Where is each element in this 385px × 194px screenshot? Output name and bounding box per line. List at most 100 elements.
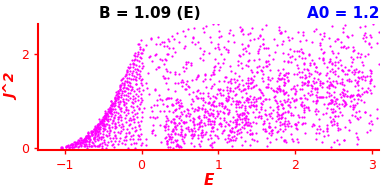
Point xyxy=(164,104,171,107)
Point xyxy=(123,73,129,76)
Point xyxy=(239,113,246,117)
Point xyxy=(137,93,144,96)
Point xyxy=(362,89,368,92)
Point xyxy=(112,114,118,117)
Point xyxy=(98,137,104,140)
Point xyxy=(169,129,175,132)
Point xyxy=(191,122,197,126)
Point xyxy=(104,111,110,114)
Point xyxy=(98,122,104,125)
Point xyxy=(221,58,228,61)
Point xyxy=(291,73,297,76)
Point xyxy=(127,116,134,119)
Point xyxy=(221,46,228,49)
Point xyxy=(146,55,152,58)
Point xyxy=(281,91,288,94)
Point xyxy=(242,118,248,121)
Point xyxy=(200,92,206,95)
Point xyxy=(65,144,71,147)
Point xyxy=(174,123,181,126)
Point xyxy=(125,88,131,91)
Point xyxy=(102,116,108,119)
Point xyxy=(138,79,144,82)
Point xyxy=(268,134,274,137)
Point xyxy=(109,125,115,128)
Point xyxy=(211,72,217,75)
Point xyxy=(301,110,308,113)
Point xyxy=(333,56,339,59)
Point xyxy=(132,146,138,149)
Point xyxy=(320,81,326,84)
Point xyxy=(206,51,212,55)
Point xyxy=(326,77,333,80)
Point xyxy=(317,84,323,87)
Point xyxy=(181,136,187,139)
Point xyxy=(260,122,266,125)
Point xyxy=(130,65,136,68)
Point xyxy=(277,88,283,91)
Point xyxy=(179,85,185,88)
Point xyxy=(161,109,167,112)
Point xyxy=(105,114,111,118)
Point xyxy=(291,49,297,53)
Point xyxy=(186,93,192,96)
Point xyxy=(326,70,333,73)
Point xyxy=(301,82,307,85)
Point xyxy=(118,109,124,113)
Point xyxy=(240,52,246,55)
Point xyxy=(277,32,283,35)
Point xyxy=(183,114,189,117)
Point xyxy=(288,87,295,90)
Point xyxy=(136,106,142,109)
Point xyxy=(246,98,253,101)
Point xyxy=(258,107,264,110)
Point xyxy=(297,39,303,42)
Point xyxy=(165,125,171,128)
Point xyxy=(223,99,229,102)
Point xyxy=(233,137,239,140)
Point xyxy=(245,100,251,103)
Point xyxy=(350,103,356,106)
Point xyxy=(297,96,303,99)
Point xyxy=(340,70,346,73)
Point xyxy=(208,143,214,146)
Point xyxy=(73,141,79,144)
Point xyxy=(99,120,105,123)
Point xyxy=(306,52,312,55)
Point xyxy=(162,58,169,61)
Point xyxy=(244,97,250,100)
Point xyxy=(343,73,350,76)
Point xyxy=(174,32,180,35)
Point xyxy=(317,42,323,45)
Point xyxy=(259,103,265,106)
Point xyxy=(196,143,203,146)
Point xyxy=(243,117,249,120)
Point xyxy=(207,120,213,123)
Point xyxy=(124,87,130,90)
Point xyxy=(311,61,317,64)
Point xyxy=(181,120,187,123)
Point xyxy=(181,69,187,73)
Point xyxy=(198,120,204,124)
Point xyxy=(81,143,87,146)
Point xyxy=(345,36,351,39)
Point xyxy=(243,49,249,53)
Point xyxy=(214,137,221,140)
Point xyxy=(278,103,285,106)
Point xyxy=(180,81,186,84)
Point xyxy=(344,34,350,37)
Point xyxy=(258,68,264,71)
Point xyxy=(328,108,334,111)
Point xyxy=(243,47,249,50)
Point xyxy=(112,104,118,107)
Point xyxy=(163,81,169,84)
Point xyxy=(109,103,116,107)
Point xyxy=(313,100,319,103)
Point xyxy=(122,75,128,78)
Point xyxy=(198,120,204,123)
Point xyxy=(136,77,142,80)
Point xyxy=(262,97,268,100)
Point xyxy=(323,74,329,77)
Point xyxy=(76,144,82,147)
Point xyxy=(295,84,301,87)
